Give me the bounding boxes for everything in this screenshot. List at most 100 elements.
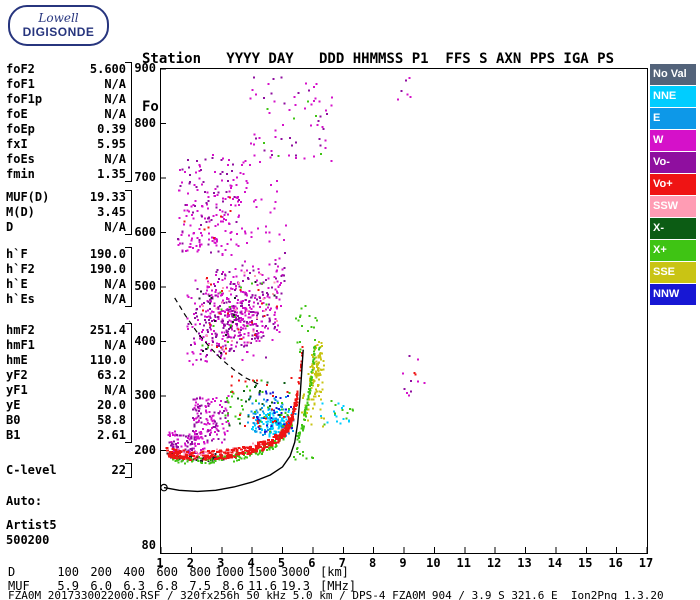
param-value: N/A	[104, 383, 126, 397]
param-label: D	[6, 220, 14, 234]
param-label: yF2	[6, 368, 28, 382]
param-fof1p: foF1p N/A	[6, 92, 126, 107]
ionogram-plot-area	[160, 68, 648, 554]
dmuf-cell: 5.9	[57, 579, 79, 593]
legend-item-e: E	[650, 108, 696, 129]
xtick-5: 5	[277, 556, 286, 570]
xtick-10: 10	[426, 556, 441, 570]
ytick-600: 600	[134, 224, 156, 239]
param-group-1: MUF(D) 19.33 M(D) 3.45 D N/A	[6, 190, 132, 235]
param-value: N/A	[104, 107, 126, 121]
param-value: N/A	[104, 292, 126, 306]
param-label: h`F2	[6, 262, 35, 276]
param-value: 22	[111, 463, 126, 477]
param-value: 63.2	[97, 368, 126, 382]
param-he: h`E N/A	[6, 277, 126, 292]
logo-lowell-text: Lowell	[38, 11, 79, 25]
ytick-80: 80	[141, 538, 156, 552]
xtick-7: 7	[338, 556, 346, 570]
param-md: M(D) 3.45	[6, 205, 126, 220]
param-value: 19.33	[89, 190, 126, 204]
param-value: 251.4	[89, 323, 126, 337]
autoscaling-label-0: Auto:	[6, 494, 43, 508]
param-label: foEp	[6, 122, 35, 136]
dmuf-cell: 6.0	[90, 579, 112, 593]
logo-digisonde-text: DIGISONDE	[22, 25, 95, 39]
lowell-digisonde-logo: Lowell DIGISONDE	[8, 5, 109, 46]
dmuf-cell: 11.6	[248, 579, 277, 593]
param-value: N/A	[104, 220, 126, 234]
dmuf-cell: 600	[156, 565, 178, 579]
param-group-2: h`F 190.0 h`F2 190.0 h`E N/A h`Es N/A	[6, 247, 132, 307]
param-hes: h`Es N/A	[6, 292, 126, 307]
param-hmf2: hmF2 251.4	[6, 323, 126, 338]
param-label: foEs	[6, 152, 35, 166]
param-value: 5.600	[89, 62, 126, 76]
legend-item-w: W	[650, 130, 696, 151]
xtick-6: 6	[308, 556, 316, 570]
dmuf-row-label: D	[8, 565, 16, 579]
autoscaling-label-1: Artist5	[6, 518, 57, 532]
xtick-13: 13	[517, 556, 532, 570]
dmuf-cell: 100	[57, 565, 79, 579]
param-label: hmF2	[6, 323, 35, 337]
dmuf-cell: 800	[189, 565, 211, 579]
dmuf-cell: 1500	[248, 565, 277, 579]
dmuf-cell: 400	[123, 565, 145, 579]
xtick-8: 8	[369, 556, 377, 570]
param-label: foF2	[6, 62, 35, 76]
param-value: N/A	[104, 277, 126, 291]
scaled-parameters-panel: foF2 5.600 foF1 N/A foF1p N/A foE N/A foEp 0.39 fx…	[6, 62, 132, 548]
autoscaling-label-2: 500200	[6, 533, 50, 547]
legend-item-ssw: SSW	[650, 196, 696, 217]
param-value: 20.0	[97, 398, 126, 412]
dmuf-unit: [km]	[320, 565, 349, 579]
param-label: MUF(D)	[6, 190, 50, 204]
dmuf-cell: 6.8	[156, 579, 178, 593]
param-fmin: fmin 1.35	[6, 167, 126, 182]
param-b1: B1 2.61	[6, 428, 126, 443]
legend-item-nne: NNE	[650, 86, 696, 107]
param-label: h`E	[6, 277, 28, 291]
xtick-2: 2	[186, 556, 194, 570]
param-label: fxI	[6, 137, 28, 151]
legend-item-no-val: No Val	[650, 64, 696, 85]
param-value: 2.61	[97, 428, 126, 442]
dmuf-cell: 3000	[281, 565, 310, 579]
param-value: 1.35	[97, 167, 126, 181]
param-value: 190.0	[89, 262, 126, 276]
param-foes: foEs N/A	[6, 152, 126, 167]
param-group-3: hmF2 251.4 hmF1 N/A hmE 110.0 yF2 63.2 yF1 N/A yE 2…	[6, 323, 132, 443]
xtick-9: 9	[399, 556, 407, 570]
param-fof1: foF1 N/A	[6, 77, 126, 92]
xtick-17: 17	[638, 556, 654, 570]
xtick-4: 4	[247, 556, 255, 570]
param-label: B1	[6, 428, 21, 442]
param-value: 110.0	[89, 353, 126, 367]
param-fof2: foF2 5.600	[6, 62, 126, 77]
param-value: 0.39	[97, 122, 126, 136]
param-group-4: C-level 22	[6, 463, 132, 478]
param-hf2: h`F2 190.0	[6, 262, 126, 277]
dmuf-row-label: MUF	[8, 579, 30, 593]
dmuf-row-muf: MUF 5.9 6.0 6.3 6.8 7.5 8.6 11.6 19.3 [MHz]	[8, 579, 356, 593]
param-hf: h`F 190.0	[6, 247, 126, 262]
ionogram-scatter-canvas	[161, 69, 647, 553]
xtick-1: 1	[156, 556, 164, 570]
xtick-15: 15	[578, 556, 593, 570]
param-foe: foE N/A	[6, 107, 126, 122]
dmuf-cell: 8.6	[222, 579, 244, 593]
param-label: yE	[6, 398, 21, 412]
param-hmf1: hmF1 N/A	[6, 338, 126, 353]
param-label: B0	[6, 413, 21, 427]
direction-color-legend: No Val NNE E W Vo- Vo+ SSW X- X+ SSE NNW	[650, 64, 696, 306]
param-b0: B0 58.8	[6, 413, 126, 428]
param-value: 5.95	[97, 137, 126, 151]
param-label: foF1p	[6, 92, 43, 106]
param-label: foE	[6, 107, 28, 121]
param-value: 190.0	[89, 247, 126, 261]
param-label: hmE	[6, 353, 28, 367]
ytick-300: 300	[134, 388, 156, 402]
param-ye: yE 20.0	[6, 398, 126, 413]
